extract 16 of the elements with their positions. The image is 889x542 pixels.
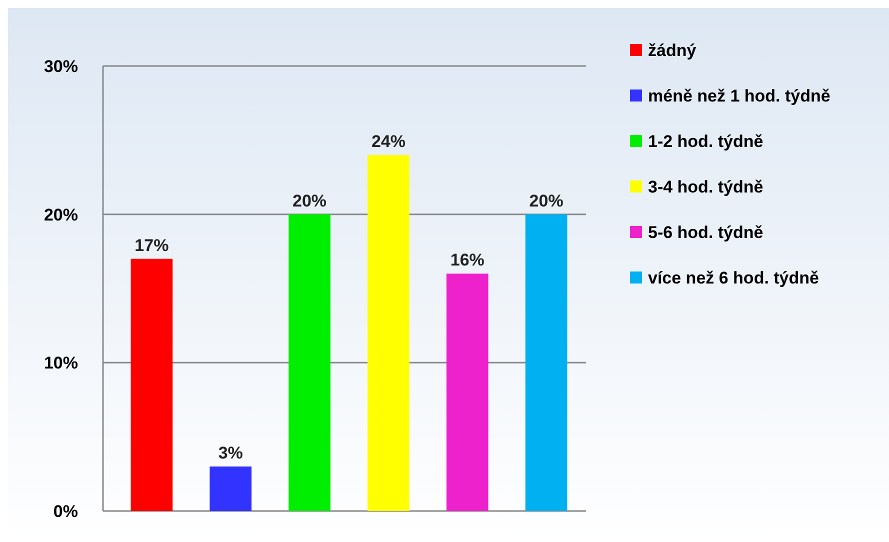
data-label: 16% (450, 250, 484, 270)
y-tick-label: 30% (44, 57, 78, 76)
legend-label: více než 6 hod. týdně (648, 268, 819, 288)
y-tick-label: 20% (44, 205, 78, 224)
legend-label: méně než 1 hod. týdně (648, 86, 830, 106)
y-tick-label: 0% (53, 502, 78, 521)
legend-label: žádný (648, 41, 697, 60)
legend-label: 3-4 hod. týdně (648, 178, 764, 196)
data-label: 17% (134, 236, 169, 255)
data-label: 20% (292, 191, 327, 210)
data-label: 20% (529, 191, 564, 210)
legend-label: 5-6 hod. týdně (648, 223, 764, 242)
data-label: 3% (218, 444, 243, 462)
y-tick-label: 10% (44, 354, 78, 373)
data-label: 24% (371, 132, 406, 151)
legend-label: 1-2 hod. týdně (648, 132, 764, 151)
